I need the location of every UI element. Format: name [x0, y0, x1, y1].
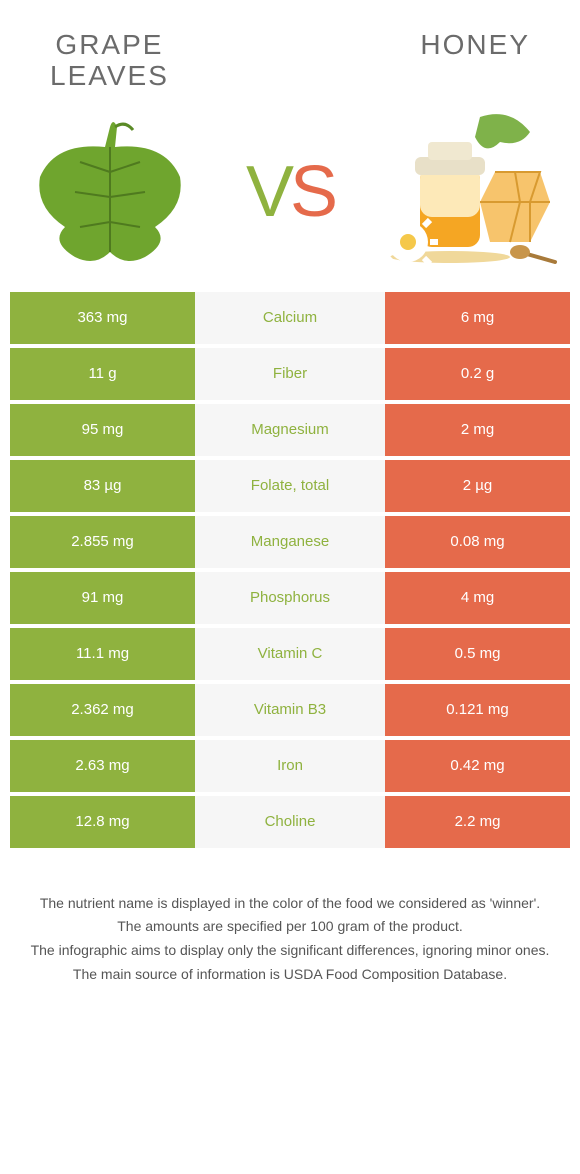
nutrient-row: 2.855 mgManganese0.08 mg [10, 516, 570, 568]
vs-s: S [290, 151, 334, 233]
nutrient-label: Fiber [195, 348, 385, 400]
right-value: 0.08 mg [385, 516, 570, 568]
left-value: 2.63 mg [10, 740, 195, 792]
nutrient-row: 91 mgPhosphorus4 mg [10, 572, 570, 624]
nutrient-label: Vitamin C [195, 628, 385, 680]
right-value: 4 mg [385, 572, 570, 624]
right-value: 2 µg [385, 460, 570, 512]
honey-image [380, 112, 560, 272]
nutrient-row: 2.63 mgIron0.42 mg [10, 740, 570, 792]
footer-line-2: The amounts are specified per 100 gram o… [30, 915, 550, 939]
footer-line-3: The infographic aims to display only the… [30, 939, 550, 963]
nutrient-row: 83 µgFolate, total2 µg [10, 460, 570, 512]
left-value: 83 µg [10, 460, 195, 512]
right-value: 2 mg [385, 404, 570, 456]
footer-line-4: The main source of information is USDA F… [30, 963, 550, 987]
right-value: 6 mg [385, 292, 570, 344]
nutrient-label: Choline [195, 796, 385, 848]
nutrient-row: 95 mgMagnesium2 mg [10, 404, 570, 456]
infographic: GRAPE LEAVES HONEY VS [0, 0, 580, 1017]
nutrient-table: 363 mgCalcium6 mg11 gFiber0.2 g95 mgMagn… [10, 292, 570, 848]
right-value: 0.2 g [385, 348, 570, 400]
left-value: 91 mg [10, 572, 195, 624]
right-value: 2.2 mg [385, 796, 570, 848]
footer-line-1: The nutrient name is displayed in the co… [30, 892, 550, 916]
right-value: 0.121 mg [385, 684, 570, 736]
nutrient-label: Iron [195, 740, 385, 792]
nutrient-label: Vitamin B3 [195, 684, 385, 736]
nutrient-row: 12.8 mgCholine2.2 mg [10, 796, 570, 848]
left-value: 2.855 mg [10, 516, 195, 568]
footer-notes: The nutrient name is displayed in the co… [0, 852, 580, 1017]
nutrient-row: 11 gFiber0.2 g [10, 348, 570, 400]
left-value: 11 g [10, 348, 195, 400]
left-value: 95 mg [10, 404, 195, 456]
vs-label: VS [246, 151, 334, 233]
right-value: 0.42 mg [385, 740, 570, 792]
vs-v: V [246, 151, 290, 233]
grape-leaf-image [20, 112, 200, 272]
left-value: 363 mg [10, 292, 195, 344]
nutrient-label: Phosphorus [195, 572, 385, 624]
nutrient-label: Calcium [195, 292, 385, 344]
left-value: 12.8 mg [10, 796, 195, 848]
left-value: 2.362 mg [10, 684, 195, 736]
title-row: GRAPE LEAVES HONEY [0, 0, 580, 102]
left-value: 11.1 mg [10, 628, 195, 680]
nutrient-row: 363 mgCalcium6 mg [10, 292, 570, 344]
nutrient-label: Folate, total [195, 460, 385, 512]
nutrient-row: 11.1 mgVitamin C0.5 mg [10, 628, 570, 680]
nutrient-label: Magnesium [195, 404, 385, 456]
left-food-title: GRAPE LEAVES [50, 30, 169, 92]
right-food-title: HONEY [420, 30, 530, 92]
nutrient-label: Manganese [195, 516, 385, 568]
hero-row: VS [0, 102, 580, 292]
nutrient-row: 2.362 mgVitamin B30.121 mg [10, 684, 570, 736]
right-value: 0.5 mg [385, 628, 570, 680]
